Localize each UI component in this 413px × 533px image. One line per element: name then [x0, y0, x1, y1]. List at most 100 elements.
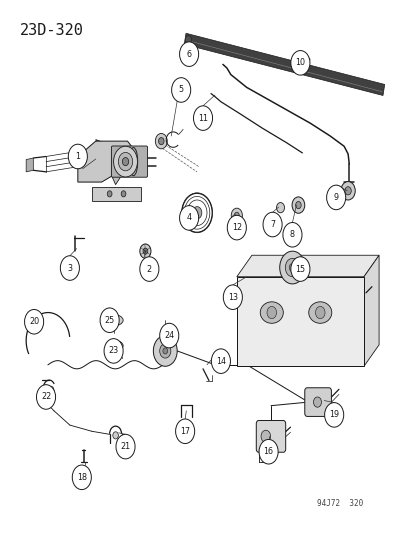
Text: 13: 13	[227, 293, 237, 302]
Ellipse shape	[308, 302, 331, 324]
Polygon shape	[363, 255, 378, 366]
Circle shape	[262, 212, 281, 237]
Circle shape	[159, 324, 178, 348]
Text: 16: 16	[263, 447, 273, 456]
Circle shape	[100, 308, 119, 333]
Text: 9: 9	[333, 193, 338, 202]
Polygon shape	[236, 255, 378, 277]
Circle shape	[68, 144, 87, 169]
Text: 22: 22	[41, 392, 51, 401]
Circle shape	[24, 310, 43, 334]
Circle shape	[179, 206, 198, 230]
Ellipse shape	[104, 314, 123, 326]
FancyBboxPatch shape	[111, 146, 147, 177]
Circle shape	[285, 259, 299, 277]
Circle shape	[142, 248, 147, 254]
Circle shape	[185, 36, 191, 44]
Circle shape	[140, 244, 151, 259]
Circle shape	[122, 158, 128, 166]
Text: 94J72  320: 94J72 320	[316, 499, 362, 508]
Circle shape	[140, 257, 159, 281]
Text: 4: 4	[186, 213, 191, 222]
Polygon shape	[95, 140, 135, 184]
Polygon shape	[92, 187, 141, 201]
Text: 7: 7	[269, 220, 275, 229]
Circle shape	[344, 187, 350, 195]
Circle shape	[179, 42, 198, 67]
Text: 6: 6	[186, 50, 191, 59]
Text: 20: 20	[29, 317, 39, 326]
Text: 21: 21	[120, 442, 130, 451]
Circle shape	[279, 251, 304, 284]
Text: 5: 5	[178, 85, 183, 94]
Circle shape	[60, 256, 79, 280]
Text: 17: 17	[180, 427, 190, 436]
Text: 24: 24	[164, 331, 174, 340]
Circle shape	[107, 191, 112, 197]
Circle shape	[104, 338, 123, 363]
Circle shape	[324, 402, 343, 427]
Circle shape	[227, 215, 246, 240]
Text: 12: 12	[231, 223, 241, 232]
Text: 18: 18	[77, 473, 87, 482]
Circle shape	[290, 51, 309, 75]
Circle shape	[290, 257, 309, 281]
FancyBboxPatch shape	[256, 421, 285, 452]
Circle shape	[315, 306, 324, 319]
Circle shape	[266, 306, 276, 319]
Text: 3: 3	[67, 263, 72, 272]
Text: 23: 23	[108, 346, 119, 356]
FancyBboxPatch shape	[304, 388, 330, 416]
Circle shape	[282, 222, 301, 247]
Circle shape	[340, 182, 354, 200]
Circle shape	[291, 197, 304, 213]
Text: 15: 15	[294, 264, 305, 273]
Circle shape	[113, 146, 137, 177]
Circle shape	[153, 336, 177, 366]
Text: 11: 11	[197, 114, 207, 123]
Circle shape	[289, 263, 295, 272]
Circle shape	[175, 419, 194, 443]
Circle shape	[159, 344, 171, 358]
Circle shape	[162, 348, 167, 354]
Circle shape	[192, 207, 202, 219]
Circle shape	[193, 106, 212, 131]
Circle shape	[118, 152, 132, 171]
Text: 25: 25	[104, 316, 114, 325]
Circle shape	[155, 133, 167, 149]
Circle shape	[111, 343, 116, 349]
Circle shape	[47, 386, 54, 394]
Circle shape	[171, 78, 190, 102]
Circle shape	[121, 191, 126, 197]
Circle shape	[112, 432, 118, 439]
Circle shape	[261, 430, 270, 442]
Circle shape	[259, 439, 278, 464]
Ellipse shape	[129, 148, 138, 176]
Ellipse shape	[260, 302, 282, 324]
FancyBboxPatch shape	[236, 277, 363, 366]
Circle shape	[326, 185, 345, 209]
Circle shape	[72, 465, 91, 490]
Circle shape	[158, 138, 164, 145]
Text: 2: 2	[147, 264, 152, 273]
Circle shape	[108, 317, 112, 324]
Polygon shape	[78, 141, 135, 182]
Text: 10: 10	[295, 58, 305, 67]
Circle shape	[36, 385, 55, 409]
Circle shape	[313, 397, 320, 407]
Circle shape	[295, 201, 301, 209]
Circle shape	[211, 349, 230, 374]
Text: 23D-320: 23D-320	[20, 23, 84, 38]
Circle shape	[231, 208, 242, 222]
Circle shape	[223, 285, 242, 310]
Text: 1: 1	[75, 152, 80, 161]
Text: 14: 14	[216, 357, 225, 366]
Circle shape	[116, 434, 135, 459]
Polygon shape	[26, 158, 33, 172]
Circle shape	[234, 212, 239, 219]
Ellipse shape	[108, 341, 123, 351]
Polygon shape	[184, 33, 384, 95]
Circle shape	[276, 203, 284, 213]
Text: 19: 19	[328, 410, 338, 419]
Text: 8: 8	[289, 230, 294, 239]
